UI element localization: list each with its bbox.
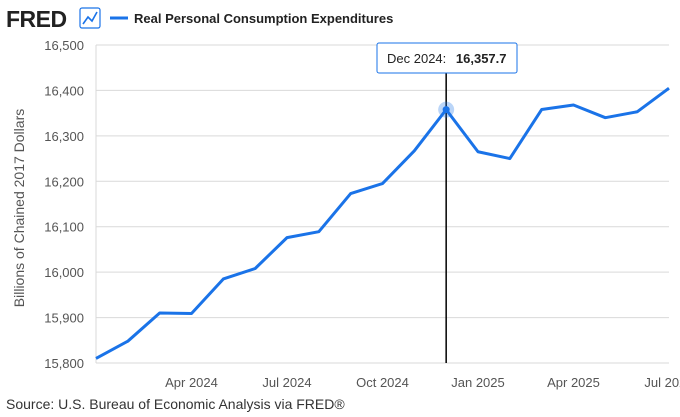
y-tick-label: 15,900 (44, 311, 84, 326)
x-tick-label: Jul 2024 (262, 375, 311, 390)
x-tick-label: Apr 2024 (165, 375, 218, 390)
y-tick-label: 16,100 (44, 220, 84, 235)
y-tick-label: 16,000 (44, 265, 84, 280)
highlight-layer[interactable] (438, 73, 455, 363)
tooltip-box (376, 42, 518, 74)
tooltip-content: Dec 2024: 16,357.7 (387, 51, 507, 66)
line-chart-icon (79, 7, 101, 29)
y-tick-label: 16,200 (44, 174, 84, 189)
fred-logo[interactable]: FRED (6, 6, 101, 32)
series-layer (95, 86, 670, 360)
y-tick-label: 16,500 (44, 38, 84, 53)
x-axis-ticks: Apr 2024 Jul 2024 Oct 2024 Jan 2025 Apr 2025… (165, 375, 680, 390)
highlight-marker[interactable] (442, 106, 450, 114)
x-tick-label: Jul 2025 (644, 375, 680, 390)
y-tick-label: 16,400 (44, 83, 84, 98)
grid (95, 44, 669, 364)
x-tick-label: Oct 2024 (356, 375, 409, 390)
fred-logo-text: FRED (6, 6, 67, 32)
legend: Real Personal Consumption Expenditures (110, 11, 393, 26)
y-tick-label: 15,800 (44, 356, 84, 371)
tooltip: Dec 2024: 16,357.7 (376, 42, 518, 74)
source-note: Source: U.S. Bureau of Economic Analysis… (6, 396, 345, 412)
tooltip-value: 16,357.7 (456, 51, 507, 66)
y-axis-label: Billions of Chained 2017 Dollars (11, 109, 27, 307)
series-line (95, 86, 670, 360)
x-tick-label: Apr 2025 (547, 375, 600, 390)
legend-label: Real Personal Consumption Expenditures (134, 11, 393, 26)
y-tick-label: 16,300 (44, 129, 84, 144)
y-axis-ticks: 15,800 15,900 16,000 16,100 16,200 16,300 16,4… (44, 38, 84, 371)
x-tick-label: Jan 2025 (451, 375, 505, 390)
tooltip-date: Dec 2024: (387, 51, 446, 66)
